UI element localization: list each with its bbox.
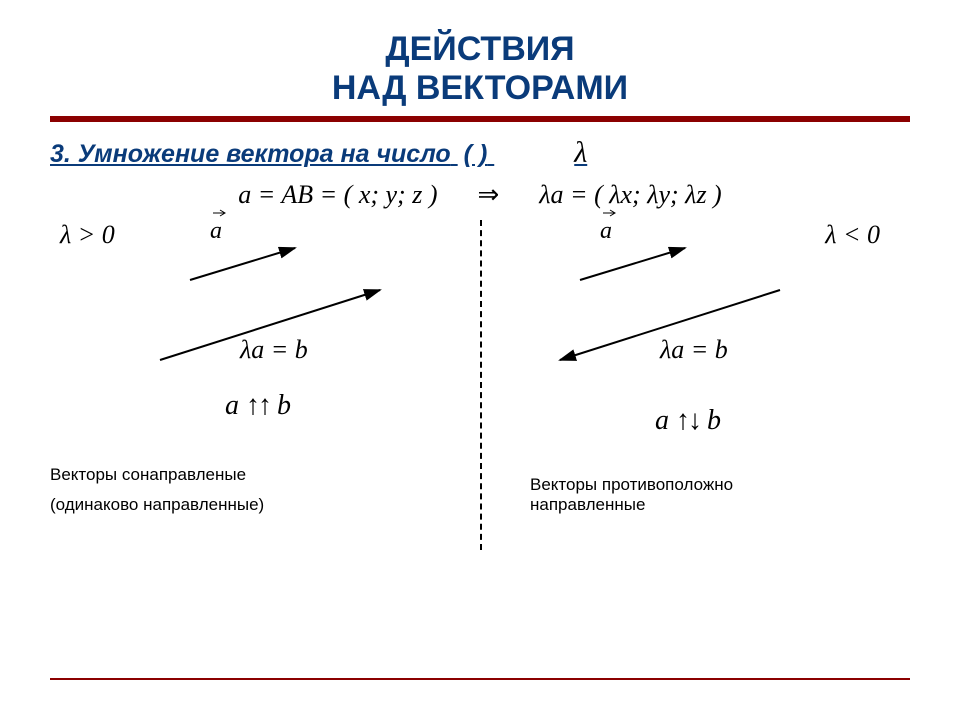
caption-right: Векторы противоположно направленные bbox=[530, 475, 733, 515]
col-left: λ > 0 a λa = b a ↑↑ b bbox=[50, 220, 480, 550]
defn-left: a = AB = ( x; y; z ) bbox=[238, 180, 437, 210]
vec-a-text-right: a bbox=[600, 218, 612, 244]
rel-a-right: a bbox=[655, 405, 669, 436]
title-rule bbox=[50, 116, 910, 122]
col-right: λ < 0 a λa = b a ↑↓ b bbox=[480, 220, 910, 550]
vec-a-label-left: a bbox=[210, 218, 222, 245]
implies-icon: ⇒ bbox=[478, 180, 500, 210]
title-line1: ДЕЙСТВИЯ bbox=[385, 30, 574, 68]
eq-left: λa = b bbox=[240, 335, 308, 365]
caption-right-l1: Векторы противоположно bbox=[530, 475, 733, 495]
subtitle: 3. Умножение вектора на число ( ) λ bbox=[50, 136, 910, 170]
vector-arrow-icon bbox=[212, 208, 226, 218]
rel-b-left: b bbox=[277, 390, 291, 421]
subtitle-lambda: λ bbox=[574, 136, 587, 169]
eq-right: λa = b bbox=[660, 335, 728, 365]
vec-a-text-left: a bbox=[210, 218, 222, 244]
vectors-right bbox=[500, 220, 920, 420]
caption-left-l1: Векторы сонаправленые bbox=[50, 465, 264, 485]
columns: λ > 0 a λa = b a ↑↑ b bbox=[50, 220, 910, 550]
caption-left: Векторы сонаправленые (одинаково направл… bbox=[50, 465, 264, 515]
slide: ДЕЙСТВИЯ НАД ВЕКТОРАМИ 3. Умножение вект… bbox=[0, 0, 960, 720]
vector-arrow-icon bbox=[602, 208, 616, 218]
relation-left: a ↑↑ b bbox=[225, 390, 291, 422]
vector-a-right bbox=[580, 248, 685, 280]
definition-row: a = AB = ( x; y; z ) ⇒ λa = ( λx; λy; λz… bbox=[50, 180, 910, 210]
title-line2: НАД ВЕКТОРАМИ bbox=[332, 69, 628, 107]
caption-left-l2: (одинаково направленные) bbox=[50, 495, 264, 515]
rel-b-right: b bbox=[707, 405, 721, 436]
subtitle-paren: ( ) bbox=[464, 140, 488, 168]
rel-a-left: a bbox=[225, 390, 239, 421]
vector-a-left bbox=[190, 248, 295, 280]
vec-a-label-right: a bbox=[600, 218, 612, 245]
opp-directed-icon: ↑↓ bbox=[676, 405, 700, 436]
bottom-rule bbox=[50, 678, 910, 680]
caption-right-l2: направленные bbox=[530, 495, 733, 515]
relation-right: a ↑↓ b bbox=[655, 405, 721, 437]
defn-right: λa = ( λx; λy; λz ) bbox=[539, 180, 721, 210]
slide-title: ДЕЙСТВИЯ НАД ВЕКТОРАМИ bbox=[50, 30, 910, 108]
subtitle-text: 3. Умножение вектора на число bbox=[50, 140, 451, 168]
co-directed-icon: ↑↑ bbox=[246, 390, 270, 421]
